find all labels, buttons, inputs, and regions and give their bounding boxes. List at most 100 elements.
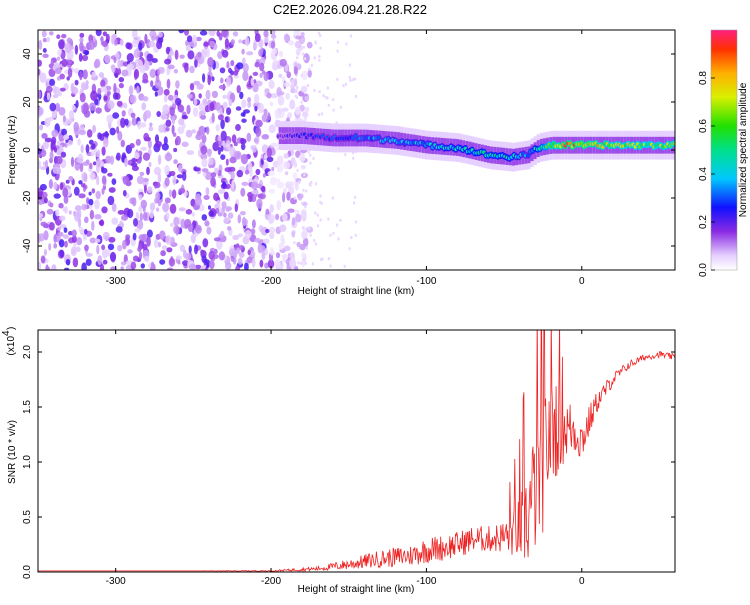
heatmap-noise-cell bbox=[235, 124, 241, 131]
heatmap-noise-cell bbox=[215, 102, 221, 111]
heatmap-noise-cell bbox=[230, 60, 235, 67]
heatmap-noise-cell bbox=[223, 212, 227, 218]
heatmap-noise-cell bbox=[163, 89, 170, 96]
heatmap-noise-cell bbox=[53, 181, 58, 190]
snr-ytick-label: 1.0 bbox=[22, 455, 33, 469]
heatmap-noise-cell bbox=[283, 33, 290, 42]
heatmap-noise-cell bbox=[163, 94, 168, 103]
heatmap-noise-cell bbox=[71, 235, 77, 243]
heatmap-noise-cell bbox=[268, 188, 276, 194]
heatmap-noise-cell bbox=[49, 78, 56, 86]
heatmap-noise-cell bbox=[67, 67, 73, 78]
colorbar bbox=[711, 30, 737, 270]
heatmap-noise-cell bbox=[206, 148, 212, 157]
heatmap-noise-cell bbox=[268, 214, 275, 223]
heatmap-noise-cell bbox=[250, 181, 258, 190]
heatmap-noise-cell bbox=[38, 261, 42, 270]
heatmap-noise-cell bbox=[130, 112, 136, 119]
heatmap-noise-cell bbox=[179, 54, 185, 59]
heatmap-noise-cell bbox=[259, 72, 263, 78]
heatmap-noise-cell bbox=[66, 37, 73, 44]
heatmap-noise-cell bbox=[100, 79, 106, 88]
heatmap-noise-cell bbox=[61, 58, 68, 67]
snr-xlabel: Height of straight line (km) bbox=[298, 584, 415, 595]
heatmap-noise-cell bbox=[263, 108, 268, 116]
heatmap-noise-cell bbox=[113, 38, 118, 46]
heatmap-noise-cell bbox=[339, 105, 342, 109]
heatmap-noise-cell bbox=[221, 207, 226, 214]
heatmap-noise-cell bbox=[208, 210, 215, 217]
heatmap-noise-cell bbox=[45, 159, 48, 169]
heatmap-noise-cell bbox=[246, 132, 252, 142]
snr-multiplier-close: ) bbox=[6, 327, 17, 330]
heatmap-noise-cell bbox=[106, 90, 111, 96]
heatmap-noise-cell bbox=[168, 189, 173, 198]
heatmap-noise-cell bbox=[327, 217, 330, 221]
heatmap-noise-cell bbox=[64, 42, 72, 54]
heatmap-noise-cell bbox=[283, 245, 291, 252]
heatmap-noise-cell bbox=[294, 40, 302, 49]
heatmap-noise-cell bbox=[125, 234, 131, 240]
heatmap-noise-cell bbox=[173, 216, 180, 227]
heatmap-noise-cell bbox=[175, 135, 181, 146]
heatmap-noise-cell bbox=[188, 264, 196, 270]
heatmap-noise-cell bbox=[236, 247, 240, 255]
heatmap-noise-cell bbox=[241, 99, 247, 109]
heatmap-noise-cell bbox=[118, 82, 124, 89]
heatmap-noise-cell bbox=[81, 203, 88, 211]
heatmap-noise-cell bbox=[263, 30, 269, 38]
heatmap-noise-cell bbox=[281, 254, 288, 259]
heatmap-noise-cell bbox=[140, 146, 147, 151]
snr-ytick-label: 1.5 bbox=[22, 400, 33, 414]
heatmap-noise-cell bbox=[43, 197, 48, 204]
heatmap-noise-cell bbox=[108, 236, 116, 243]
heatmap-noise-cell bbox=[316, 224, 320, 228]
heatmap-noise-cell bbox=[62, 187, 69, 198]
heatmap-noise-cell bbox=[147, 139, 152, 149]
heatmap-noise-cell bbox=[263, 71, 269, 82]
heatmap-noise-cell bbox=[300, 100, 303, 104]
heatmap-noise-cell bbox=[314, 211, 317, 215]
heatmap-noise-cell bbox=[236, 169, 244, 178]
heatmap-noise-cell bbox=[170, 222, 174, 227]
heatmap-noise-cell bbox=[38, 160, 42, 170]
heatmap-noise-cell bbox=[251, 257, 256, 268]
heatmap-ytick-label: 20 bbox=[22, 96, 33, 108]
heatmap-noise-cell bbox=[212, 141, 219, 152]
heatmap-noise-cell bbox=[102, 132, 110, 137]
heatmap-noise-cell bbox=[283, 161, 290, 170]
heatmap-noise-cell bbox=[107, 172, 113, 177]
heatmap-noise-cell bbox=[91, 143, 96, 150]
heatmap-noise-cell bbox=[208, 157, 214, 166]
heatmap-noise-cell bbox=[262, 238, 270, 244]
heatmap-noise-cell bbox=[299, 243, 306, 251]
heatmap-noise-cell bbox=[64, 206, 68, 214]
heatmap-noise-cell bbox=[105, 85, 112, 91]
heatmap-noise-cell bbox=[286, 112, 293, 119]
heatmap-noise-cell bbox=[318, 58, 321, 62]
heatmap-noise-cell bbox=[111, 178, 117, 186]
heatmap-noise-cell bbox=[108, 187, 116, 193]
heatmap-noise-cell bbox=[181, 141, 189, 147]
heatmap-noise-cell bbox=[65, 259, 71, 266]
heatmap-noise-cell bbox=[220, 77, 224, 84]
heatmap-noise-cell bbox=[216, 199, 221, 207]
snr-ytick-label: 2.0 bbox=[22, 345, 33, 359]
heatmap-noise-cell bbox=[169, 203, 177, 214]
heatmap-noise-cell bbox=[234, 203, 238, 212]
heatmap-noise-cell bbox=[189, 83, 195, 91]
heatmap-noise-cell bbox=[114, 72, 119, 78]
heatmap-noise-cell bbox=[210, 176, 216, 187]
heatmap-noise-cell bbox=[302, 111, 309, 118]
heatmap-noise-cell bbox=[322, 94, 325, 98]
heatmap-noise-cell bbox=[278, 50, 283, 58]
heatmap-noise-cell bbox=[348, 63, 352, 67]
heatmap-noise-cell bbox=[249, 167, 253, 178]
heatmap-noise-cell bbox=[208, 260, 215, 270]
heatmap-noise-cell bbox=[261, 185, 266, 193]
heatmap-noise-cell bbox=[71, 104, 76, 111]
heatmap-noise-cell bbox=[251, 219, 256, 229]
heatmap-noise-cell bbox=[226, 107, 232, 115]
heatmap-noise-cell bbox=[317, 31, 321, 35]
heatmap-noise-cell bbox=[93, 161, 97, 166]
